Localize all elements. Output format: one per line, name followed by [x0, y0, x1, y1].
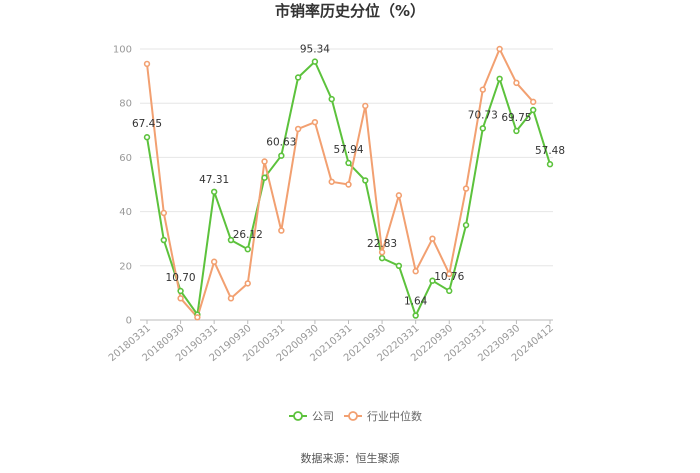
y-tick-label: 0 — [126, 316, 132, 327]
data-point-1[interactable] — [362, 102, 369, 110]
data-point-0[interactable] — [496, 75, 503, 83]
data-point-1[interactable] — [479, 86, 487, 93]
data-label: 69.75 — [501, 112, 531, 124]
data-label: 57.94 — [333, 144, 363, 156]
data-point-0[interactable] — [311, 58, 319, 65]
data-label: 95.34 — [300, 44, 330, 56]
data-point-0[interactable] — [160, 236, 167, 244]
data-point-0[interactable] — [479, 125, 487, 132]
data-point-1[interactable] — [261, 158, 268, 165]
legend-item-1[interactable]: 行业中位数 — [344, 409, 422, 423]
data-labels: 67.45 10.70 47.31 26.12 60.63 95.34 57.94 22.83… — [132, 44, 565, 308]
data-point-0[interactable] — [462, 221, 470, 229]
data-point-1[interactable] — [513, 79, 520, 87]
data-point-1[interactable] — [395, 192, 403, 199]
data-point-1[interactable] — [160, 209, 167, 217]
data-point-0[interactable] — [227, 236, 235, 244]
data-label: 47.31 — [199, 174, 229, 186]
data-point-1[interactable] — [194, 314, 201, 321]
data-point-0[interactable] — [412, 312, 419, 319]
data-label: 26.12 — [233, 229, 263, 241]
data-point-0[interactable] — [446, 287, 453, 295]
y-tick-label: 100 — [113, 45, 132, 56]
data-point-1[interactable] — [143, 60, 151, 68]
data-point-1[interactable] — [328, 178, 335, 185]
y-tick-label: 20 — [119, 261, 132, 272]
legend-swatch-marker — [293, 411, 303, 421]
data-point-0[interactable] — [261, 174, 268, 181]
data-point-1[interactable] — [446, 270, 453, 278]
data-point-0[interactable] — [378, 254, 386, 262]
data-point-1[interactable] — [530, 98, 537, 106]
legend-swatch-marker — [348, 411, 358, 421]
data-point-1[interactable] — [177, 295, 184, 302]
data-point-1[interactable] — [378, 249, 386, 256]
data-label: 22.83 — [367, 238, 397, 250]
data-point-0[interactable] — [362, 177, 369, 184]
x-axis: 2018033120180930201903312019093020200331… — [107, 319, 556, 364]
chart-title: 市销率历史分位（%） — [275, 2, 425, 20]
data-point-0[interactable] — [429, 277, 436, 284]
data-label: 70.73 — [468, 109, 498, 121]
series-line-1 — [146, 48, 534, 319]
data-point-0[interactable] — [530, 106, 537, 114]
data-point-0[interactable] — [513, 127, 520, 135]
data-point-1[interactable] — [462, 185, 470, 192]
data-point-1[interactable] — [227, 295, 235, 302]
data-point-1[interactable] — [412, 268, 419, 275]
series-layer — [143, 45, 554, 321]
data-label: 60.63 — [266, 137, 296, 149]
data-point-1[interactable] — [345, 181, 352, 188]
data-point-1[interactable] — [210, 258, 218, 265]
legend-item-0[interactable]: 公司 — [289, 410, 334, 423]
y-tick-label: 40 — [119, 207, 132, 218]
data-label: 10.70 — [166, 272, 196, 284]
data-label: 1.64 — [404, 296, 428, 308]
data-point-1[interactable] — [278, 227, 285, 234]
data-label: 57.48 — [535, 145, 565, 157]
legend[interactable]: 公司 行业中位数 — [289, 409, 422, 423]
data-point-0[interactable] — [294, 74, 302, 81]
data-point-1[interactable] — [294, 125, 302, 133]
y-axis: 0 20 40 60 80 100 — [113, 45, 132, 327]
data-label: 67.45 — [132, 118, 162, 130]
data-point-0[interactable] — [278, 152, 285, 159]
data-point-0[interactable] — [143, 134, 151, 141]
data-point-0[interactable] — [210, 188, 218, 195]
data-point-0[interactable] — [546, 161, 554, 168]
legend-label: 行业中位数 — [367, 409, 422, 423]
data-label: 10.76 — [434, 271, 464, 283]
data-point-0[interactable] — [345, 159, 352, 167]
data-point-1[interactable] — [429, 235, 436, 242]
data-point-1[interactable] — [311, 118, 319, 126]
y-tick-label: 80 — [119, 99, 132, 110]
series-line-0 — [146, 60, 551, 317]
data-point-0[interactable] — [328, 95, 335, 103]
legend-label: 公司 — [312, 410, 334, 423]
source-note: 数据来源：恒生聚源 — [301, 451, 400, 465]
data-point-1[interactable] — [244, 280, 251, 287]
data-point-0[interactable] — [244, 246, 251, 253]
data-point-0[interactable] — [395, 262, 403, 269]
data-point-0[interactable] — [177, 287, 184, 295]
y-tick-label: 60 — [119, 153, 132, 164]
data-point-1[interactable] — [496, 45, 503, 53]
